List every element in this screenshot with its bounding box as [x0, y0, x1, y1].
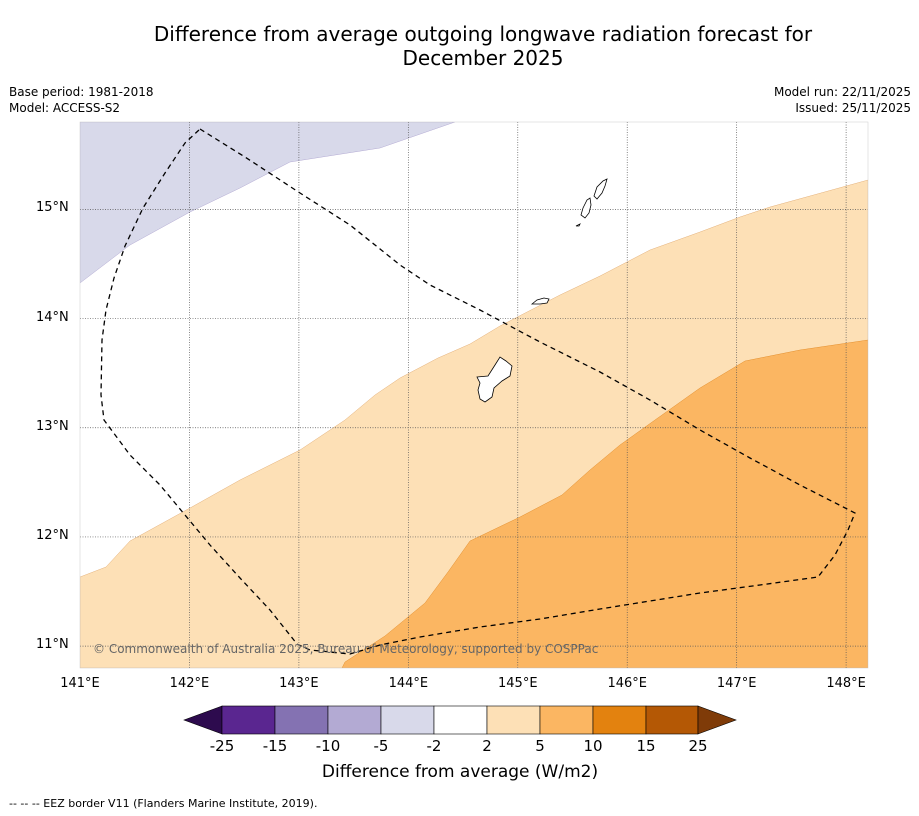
island-rota: [530, 297, 550, 305]
colorbar-tick-label: -15: [262, 737, 288, 755]
islands: [476, 178, 608, 403]
colorbar: [183, 705, 737, 735]
region-minus5-minus2: [80, 122, 456, 284]
colorbar-segment: [327, 705, 382, 735]
colorbar-tick-label: 10: [583, 737, 603, 755]
copyright-notice: © Commonwealth of Australia 2025, Bureau…: [93, 642, 598, 656]
footer-note: -- -- -- EEZ border V11 (Flanders Marine…: [9, 797, 318, 810]
colorbar-tick-label: -5: [373, 737, 389, 755]
island-aguijan: [575, 223, 581, 227]
eez-border: [100, 128, 856, 655]
island-guam: [476, 356, 513, 403]
lat-tick-label: 12°N: [36, 527, 69, 543]
colorbar-segment: [645, 705, 699, 735]
lat-tick-label: 15°N: [36, 200, 69, 216]
lon-tick-label: 141°E: [60, 676, 100, 691]
island-tinian: [580, 197, 592, 219]
colorbar-segment: [274, 705, 329, 735]
chart-title: Difference from average outgoing longwav…: [60, 22, 906, 70]
colorbar-segment: [592, 705, 647, 735]
colorbar-tick-label: -2: [426, 737, 442, 755]
colorbar-extend-low: [183, 705, 223, 735]
lon-tick-label: 146°E: [607, 676, 647, 691]
colorbar-segment: [539, 705, 594, 735]
colorbar-tick-label: 15: [636, 737, 656, 755]
model-run: Model run: 22/11/2025: [773, 85, 911, 99]
colorbar-tick-label: -10: [315, 737, 341, 755]
colorbar-tick-label: 2: [482, 737, 492, 755]
colorbar-label: Difference from average (W/m2): [321, 762, 599, 782]
lat-tick-label: 11°N: [36, 637, 69, 653]
base-period: Base period: 1981-2018: [9, 85, 154, 99]
colorbar-tick-label: 25: [688, 737, 708, 755]
colorbar-segment: [486, 705, 541, 735]
colorbar-segment: [380, 705, 435, 735]
gridlines: [80, 122, 868, 668]
lon-tick-label: 145°E: [498, 676, 538, 691]
colorbar-segment: [221, 705, 276, 735]
issued-date: Issued: 25/11/2025: [795, 101, 911, 115]
lon-tick-label: 142°E: [169, 676, 210, 691]
lon-tick-label: 148°E: [826, 676, 866, 691]
map-frame: [79, 121, 869, 669]
colorbar-tick-label: 5: [535, 737, 545, 755]
colorbar-segment: [433, 705, 488, 735]
colorbar-tick-label: -25: [209, 737, 235, 755]
lon-tick-label: 143°E: [279, 676, 319, 691]
title-line-2: December 2025: [402, 46, 564, 70]
lon-tick-label: 144°E: [388, 676, 429, 691]
meta-left: Base period: 1981-2018 Model: ACCESS-S2: [9, 84, 154, 116]
title-line-1: Difference from average outgoing longwav…: [153, 22, 813, 46]
lon-tick-label: 147°E: [716, 676, 757, 691]
colorbar-extend-high: [697, 705, 737, 735]
lat-tick-label: 14°N: [36, 309, 69, 325]
island-saipan: [593, 178, 608, 200]
meta-right: Model run: 22/11/2025 Issued: 25/11/2025: [774, 84, 911, 116]
model-name: Model: ACCESS-S2: [9, 101, 121, 115]
lat-tick-label: 13°N: [36, 418, 69, 434]
